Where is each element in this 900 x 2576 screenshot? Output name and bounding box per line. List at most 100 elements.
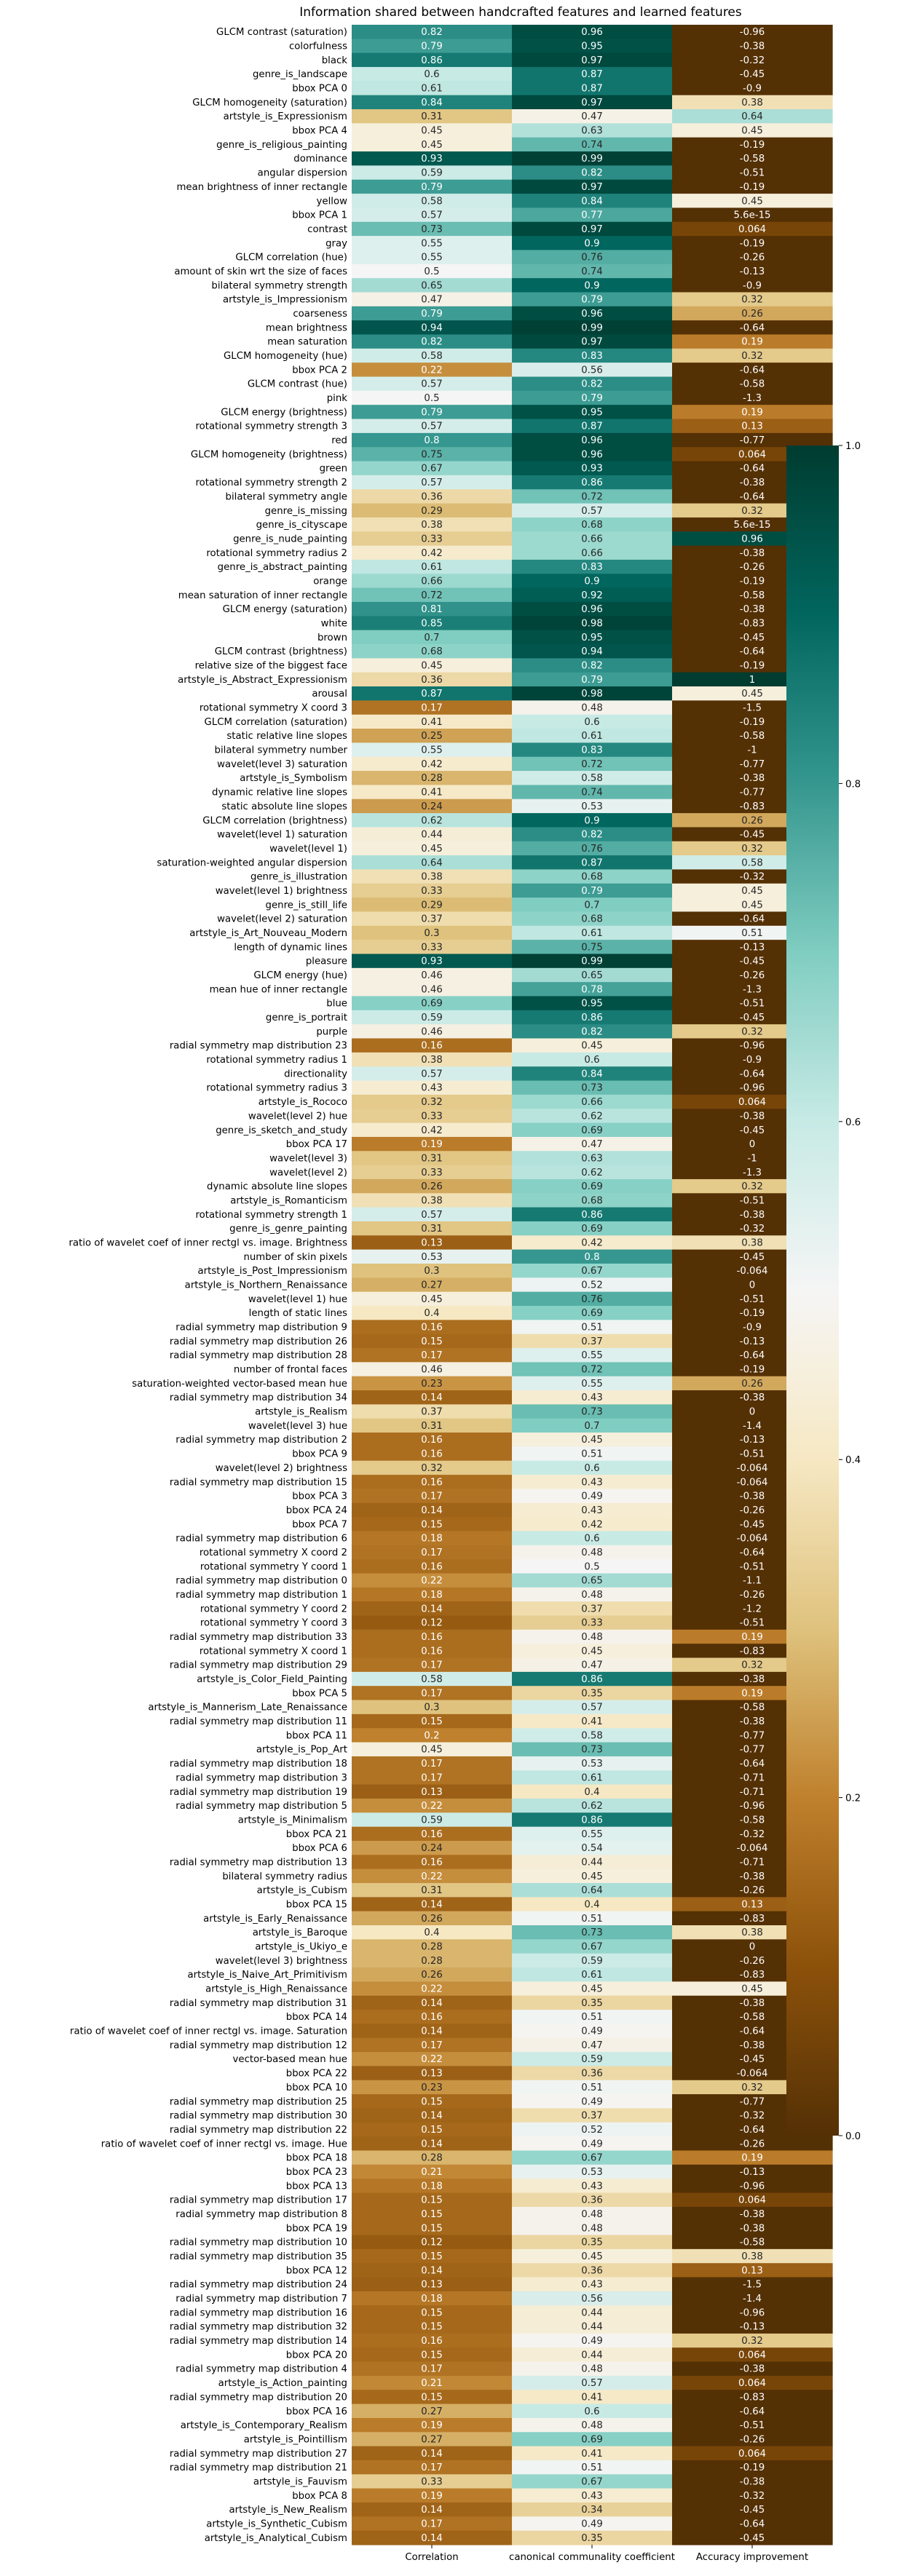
heatmap-cell [352, 1868, 513, 1884]
cell-value-label: 0.97 [581, 55, 603, 66]
cell-value-label: 0.38 [741, 1927, 763, 1938]
cell-value-label: 0.35 [581, 2533, 603, 2544]
cell-value-label: 0.44 [581, 1857, 603, 1868]
cell-value-label: 0.66 [581, 534, 603, 544]
row-label: bbox PCA 12 [286, 2265, 347, 2276]
cell-value-label: 0.15 [421, 2392, 443, 2403]
heatmap-cell [512, 2319, 673, 2334]
cell-value-label: 0.14 [421, 2265, 443, 2276]
row-label: radial symmetry map distribution 25 [170, 2096, 347, 2107]
cell-value-label: -0.64 [740, 491, 765, 502]
row-label: radial symmetry map distribution 33 [170, 1632, 347, 1643]
cell-value-label: 0.36 [421, 491, 443, 502]
cell-value-label: 0.33 [421, 2476, 443, 2487]
cell-value-label: 0.16 [421, 1829, 443, 1840]
heatmap-cell [352, 1094, 513, 1109]
cell-value-label: 0.33 [421, 1168, 443, 1178]
cell-value-label: 0.63 [581, 1153, 603, 1164]
heatmap-cell [512, 1333, 673, 1349]
cell-value-label: 0.35 [581, 1688, 603, 1699]
heatmap-cell [352, 1995, 513, 2010]
heatmap-cell [352, 1967, 513, 1982]
cell-value-label: 0.53 [421, 1252, 443, 1263]
cell-value-label: 0.79 [421, 309, 443, 320]
row-label: artstyle_is_Romanticism [230, 1195, 347, 1206]
cell-value-label: 0.13 [741, 2265, 763, 2276]
row-label: bilateral symmetry angle [226, 491, 347, 502]
cell-value-label: 0.44 [581, 2307, 603, 2318]
heatmap-cell [352, 1277, 513, 1293]
cell-value-label: 0.32 [741, 2336, 763, 2347]
cell-value-label: -0.32 [740, 55, 765, 66]
heatmap-cell [512, 1306, 673, 1320]
heatmap-cell [512, 686, 673, 701]
cell-value-label: 0.45 [581, 1435, 603, 1446]
cell-value-label: -0.38 [740, 1674, 765, 1685]
heatmap-cell [512, 2080, 673, 2095]
cell-value-label: 0.42 [581, 1519, 603, 1530]
row-label: radial symmetry map distribution 3 [175, 1772, 347, 1783]
heatmap-cell [512, 1713, 673, 1729]
row-label: bbox PCA 13 [286, 2181, 347, 2192]
heatmap-cell [352, 2291, 513, 2306]
heatmap-cell [352, 855, 513, 871]
heatmap-cell [512, 1517, 673, 1532]
row-label: ratio of wavelet coef of inner rectgl vs… [70, 2026, 347, 2037]
row-label: bbox PCA 16 [286, 2406, 347, 2417]
heatmap-cell [352, 2516, 513, 2532]
cell-value-label: 0.32 [421, 1097, 443, 1108]
cell-value-label: -0.64 [740, 2125, 765, 2136]
cell-value-label: -0.45 [740, 633, 765, 643]
cell-value-label: 0.61 [421, 84, 443, 95]
heatmap-cell [512, 729, 673, 743]
cell-value-label: 0.87 [421, 689, 443, 700]
cell-value-label: 0.13 [421, 1237, 443, 1248]
heatmap-cell [512, 179, 673, 194]
cell-value-label: 0.84 [421, 98, 443, 108]
cell-value-label: 0.064 [738, 449, 766, 460]
row-label: artstyle_is_Impressionism [223, 295, 347, 306]
heatmap-cell [512, 897, 673, 913]
cell-value-label: -0.26 [740, 1885, 765, 1896]
cell-value-label: 0.69 [581, 1224, 603, 1235]
heatmap-cell [512, 2291, 673, 2306]
cell-value-label: 0.45 [421, 140, 443, 151]
heatmap-cell [352, 95, 513, 110]
heatmap-cell [512, 334, 673, 349]
heatmap-cell [352, 813, 513, 828]
cell-value-label: -0.64 [740, 322, 765, 333]
cell-value-label: 0.4 [584, 1899, 599, 1910]
heatmap-cell [512, 419, 673, 434]
cell-value-label: 0.51 [581, 2012, 603, 2023]
cell-value-label: 0.38 [421, 520, 443, 531]
heatmap-cell [672, 39, 833, 54]
cell-value-label: 0.86 [581, 1210, 603, 1221]
heatmap-cell [512, 601, 673, 617]
heatmap-cell [672, 2235, 833, 2250]
row-label: contrast [307, 224, 347, 235]
heatmap-cell [352, 1953, 513, 1968]
heatmap-cell [512, 1362, 673, 1377]
cell-value-label: 0.45 [741, 900, 763, 911]
cell-value-label: 0.28 [421, 2153, 443, 2164]
heatmap-cell [512, 236, 673, 251]
cell-value-label: 0.17 [421, 1759, 443, 1769]
row-label: genre_is_nude_painting [233, 534, 347, 544]
cell-value-label: 5.6e-15 [733, 210, 770, 221]
cell-value-label: 0.14 [421, 2533, 443, 2544]
cell-value-label: 0.82 [581, 830, 603, 841]
cell-value-label: 0.77 [581, 210, 603, 221]
cell-value-label: 0.23 [421, 2082, 443, 2093]
heatmap-cell [352, 2179, 513, 2194]
cell-value-label: 0.15 [421, 1519, 443, 1530]
cell-value-label: 0.46 [421, 970, 443, 981]
row-label: artstyle_is_Naive_Art_Primitivism [188, 1970, 348, 1981]
row-label: artstyle_is_Fauvism [253, 2476, 347, 2487]
cell-value-label: 0.55 [581, 1350, 603, 1361]
cell-value-label: 0.62 [581, 1111, 603, 1122]
cell-value-label: 0.82 [421, 337, 443, 348]
cell-value-label: 0.8 [584, 1252, 599, 1263]
cell-value-label: 0.26 [741, 1379, 763, 1390]
cell-value-label: 0.17 [421, 1688, 443, 1699]
heatmap-cell [512, 1756, 673, 1771]
